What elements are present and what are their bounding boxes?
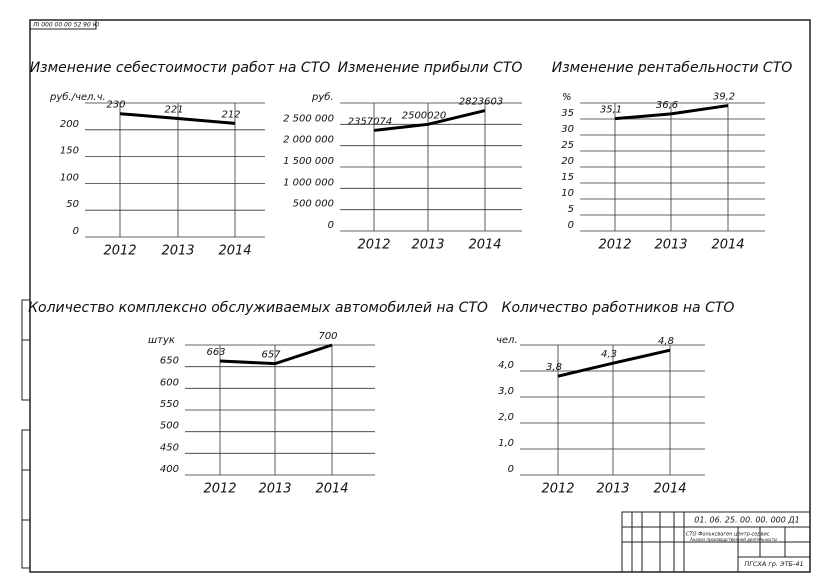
- x-tick-label: 2013: [258, 482, 291, 497]
- y-tick-label: 400: [160, 464, 179, 475]
- data-label: 2823603: [459, 97, 504, 108]
- margin-strip: [21, 299, 31, 569]
- y-axis-label: руб.: [311, 91, 334, 103]
- chart-title: Количество работников на СТО: [502, 300, 735, 316]
- y-tick-label: 4,0: [498, 360, 514, 371]
- y-axis-label: руб./чел.ч.: [49, 91, 106, 103]
- stamp-box: [29, 19, 97, 30]
- data-line: [119, 112, 236, 125]
- x-tick-label: 2012: [103, 244, 136, 259]
- x-tick-label: 2013: [654, 238, 687, 253]
- org: ПГСХА гр. ЭТБ-41: [744, 560, 803, 568]
- y-tick-label: 100: [60, 172, 79, 183]
- data-label: 39,2: [713, 92, 735, 103]
- data-label: 2357074: [348, 116, 393, 127]
- x-tick-label: 2012: [357, 238, 390, 253]
- y-tick-label: 150: [60, 146, 79, 157]
- x-tick-label: 2012: [203, 482, 236, 497]
- y-tick-label: 500: [160, 421, 179, 432]
- chart-title: Изменение прибыли СТО: [338, 60, 523, 76]
- y-tick-label: 0: [73, 226, 79, 237]
- y-axis-label: %: [562, 92, 572, 103]
- y-tick-label: 1,0: [498, 438, 514, 449]
- x-tick-label: 2014: [653, 482, 686, 497]
- data-label: 212: [221, 109, 240, 120]
- data-label: 35,1: [600, 105, 622, 116]
- y-tick-label: 0: [508, 464, 514, 475]
- y-tick-label: 35: [561, 108, 574, 119]
- y-tick-label: 500 000: [293, 199, 334, 210]
- data-label: 230: [106, 100, 125, 111]
- x-tick-label: 2013: [411, 238, 444, 253]
- x-tick-label: 2012: [541, 482, 574, 497]
- chart-title: Количество комплексно обслуживаемых авто…: [28, 300, 488, 316]
- y-tick-label: 0: [568, 220, 574, 231]
- y-tick-label: 5: [568, 204, 574, 215]
- y-tick-label: 2,0: [498, 412, 514, 423]
- x-tick-label: 2014: [468, 238, 501, 253]
- chart-title: Изменение себестоимости работ на СТО: [30, 60, 331, 76]
- x-tick-label: 2012: [598, 238, 631, 253]
- y-tick-label: 20: [561, 156, 574, 167]
- data-label: 36,6: [656, 100, 678, 111]
- y-tick-label: 600: [160, 377, 179, 388]
- chart-title: Изменение рентабельности СТО: [552, 60, 792, 76]
- x-tick-label: 2014: [711, 238, 744, 253]
- y-tick-label: 650: [160, 356, 179, 367]
- y-tick-label: 200: [60, 119, 79, 130]
- y-tick-label: 550: [160, 399, 179, 410]
- data-line: [557, 348, 671, 378]
- subject: СТО Фольксваген центр-сервис: [686, 532, 770, 538]
- data-label: 663: [206, 347, 225, 358]
- data-label: 221: [164, 105, 183, 116]
- y-tick-label: 450: [160, 442, 179, 453]
- data-label: 657: [261, 350, 281, 361]
- y-axis-label: чел.: [496, 335, 518, 346]
- x-tick-label: 2013: [596, 482, 629, 497]
- doc-name: Анализ производственной деятельности: [689, 537, 777, 542]
- y-tick-label: 0: [328, 220, 334, 231]
- data-label: 4,8: [658, 336, 674, 347]
- data-label: 2500020: [402, 110, 447, 121]
- data-label: 3,8: [546, 362, 562, 373]
- data-label: 4,3: [601, 349, 617, 360]
- margin-box: [21, 429, 31, 569]
- title-block: [621, 511, 811, 573]
- data-line: [373, 109, 486, 132]
- doc-code: 01. 06. 25. 00. 00. 000 Д1: [694, 516, 799, 525]
- y-tick-label: 15: [561, 172, 574, 183]
- data-line: [219, 343, 333, 366]
- y-tick-label: 1 000 000: [283, 177, 334, 188]
- data-line: [614, 104, 729, 121]
- y-tick-label: 50: [66, 199, 79, 210]
- y-tick-label: 2 000 000: [283, 135, 334, 146]
- y-tick-label: 30: [561, 124, 574, 135]
- x-tick-label: 2014: [218, 244, 251, 259]
- y-tick-label: 25: [561, 140, 574, 151]
- x-tick-label: 2013: [161, 244, 194, 259]
- sheet-frame: [29, 19, 811, 573]
- y-tick-label: 10: [561, 188, 574, 199]
- y-tick-label: 1 500 000: [283, 156, 334, 167]
- y-axis-label: штук: [148, 335, 175, 346]
- x-tick-label: 2014: [315, 482, 348, 497]
- y-tick-label: 2 500 000: [283, 113, 334, 124]
- y-tick-label: 3,0: [498, 386, 514, 397]
- margin-box: [21, 299, 31, 401]
- stamp: ЛI 000 00 00 52 90 Ю: [32, 22, 100, 29]
- data-label: 700: [318, 331, 337, 342]
